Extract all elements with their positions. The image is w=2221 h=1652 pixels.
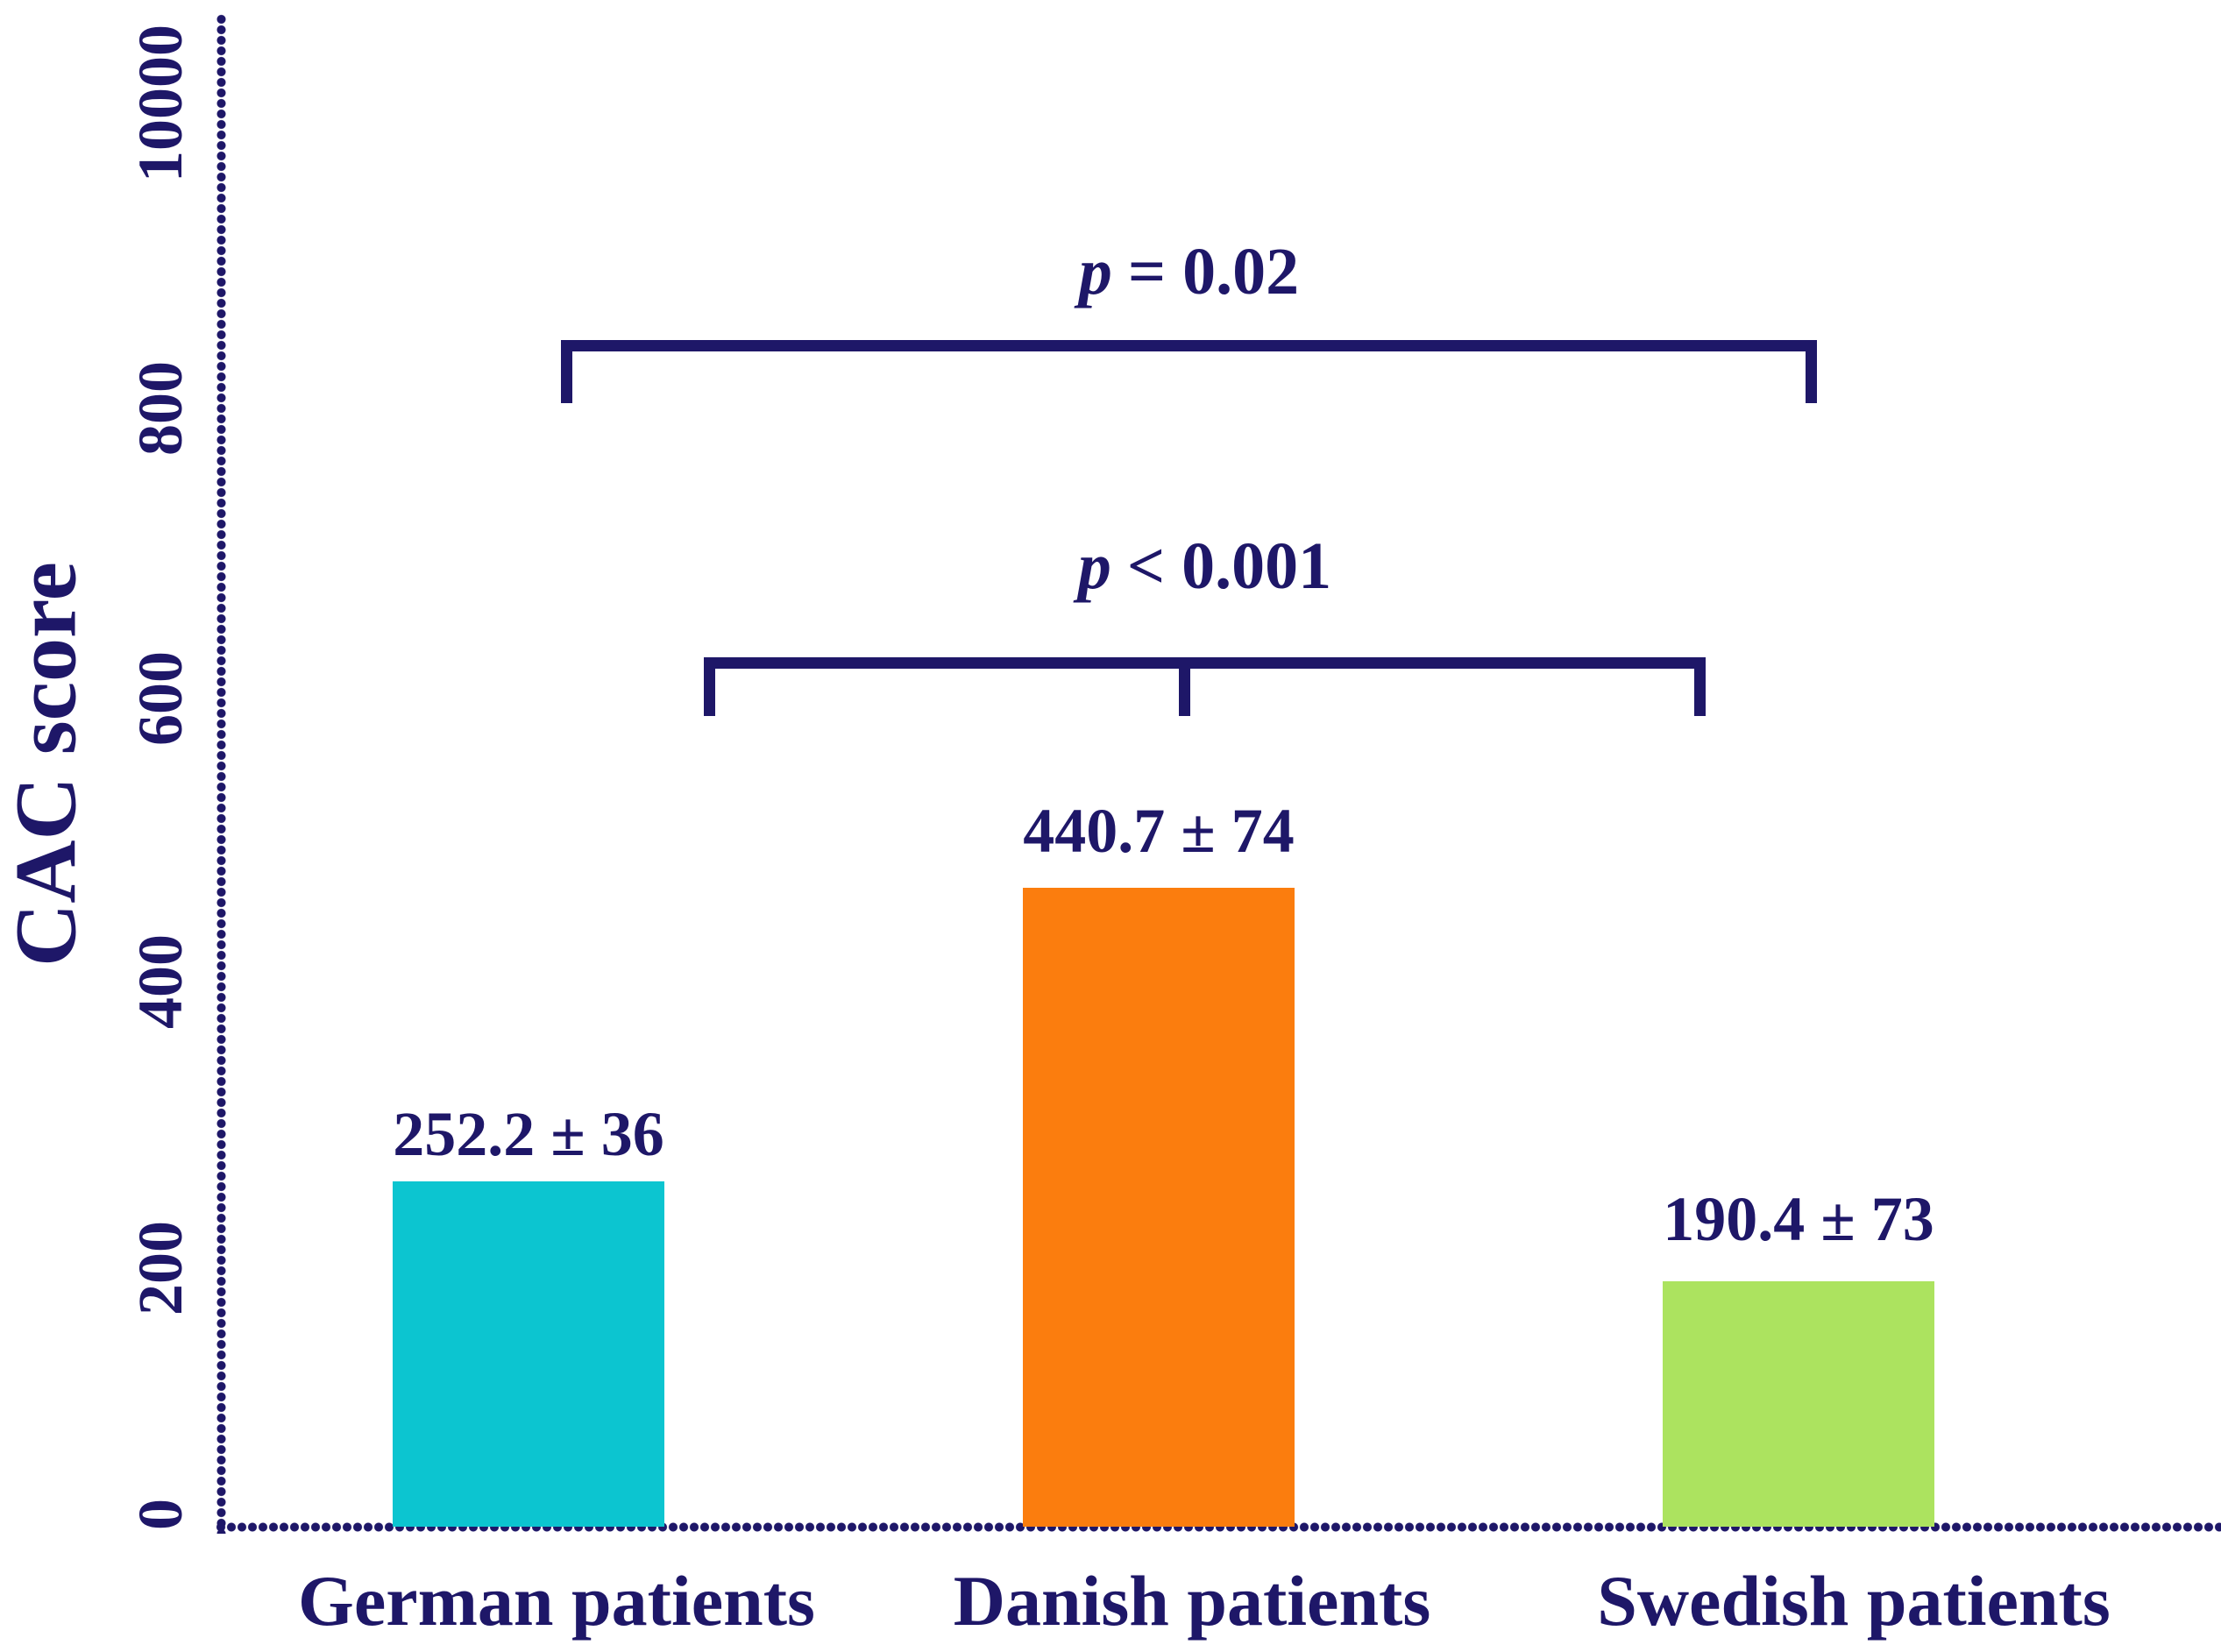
p-value-annotation-middle: p < 0.001 xyxy=(704,533,1706,599)
bar-german-patients xyxy=(393,1181,664,1527)
bracket-middle-tick-danish xyxy=(1179,669,1190,716)
bar-value-label-danish: 440.7 ± 74 xyxy=(1023,796,1295,866)
x-category-label-danish: Danish patients xyxy=(953,1561,1431,1641)
y-tick-label-0: 0 xyxy=(125,1499,195,1530)
significance-bracket-german-swedish xyxy=(561,340,1817,403)
p-value-text: < 0.001 xyxy=(1126,529,1332,603)
y-tick-label-400: 400 xyxy=(125,934,195,1029)
x-category-label-swedish: Swedish patients xyxy=(1597,1561,2111,1641)
bar-value-label-swedish: 190.4 ± 73 xyxy=(1663,1184,1934,1254)
y-tick-label-600: 600 xyxy=(125,651,195,746)
bar-value-label-german: 252.2 ± 36 xyxy=(393,1099,664,1169)
y-axis-title: CAC score xyxy=(0,562,95,967)
p-symbol: p xyxy=(1077,529,1111,603)
p-value-text: = 0.02 xyxy=(1127,235,1300,308)
p-value-annotation-top: p = 0.02 xyxy=(561,238,1817,305)
y-tick-label-10000: 10000 xyxy=(125,25,195,182)
x-category-label-german: German patients xyxy=(298,1561,815,1641)
p-symbol: p xyxy=(1078,235,1112,308)
y-axis-line xyxy=(216,14,227,1534)
y-tick-label-200: 200 xyxy=(125,1221,195,1315)
bar-danish-patients xyxy=(1023,888,1295,1527)
bar-swedish-patients xyxy=(1663,1281,1934,1527)
y-tick-label-800: 800 xyxy=(125,361,195,456)
significance-bracket-danish-vs-others xyxy=(704,657,1706,716)
